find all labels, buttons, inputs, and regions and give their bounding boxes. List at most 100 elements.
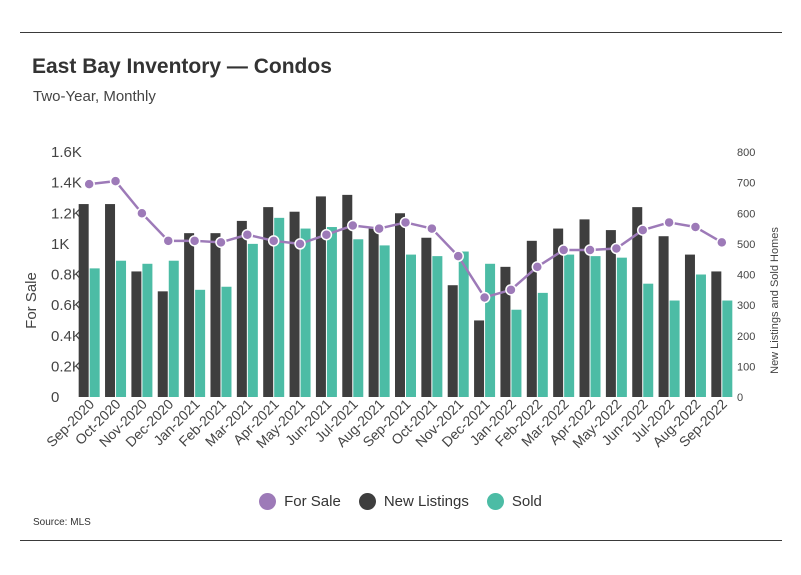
bar-new-listings — [78, 204, 89, 397]
bottom-rule — [20, 540, 782, 541]
y2-tick-label: 700 — [737, 178, 755, 190]
bar-sold — [116, 260, 127, 397]
legend-label-sold: Sold — [511, 492, 542, 510]
bar-sold — [142, 263, 153, 397]
bar-sold — [432, 256, 443, 397]
point-for-sale — [663, 216, 675, 229]
bar-sold — [379, 245, 390, 397]
point-for-sale — [241, 228, 254, 241]
bar-sold — [221, 286, 232, 397]
legend-item-sold: Sold — [486, 492, 542, 510]
bar-new-listings — [210, 233, 221, 397]
bar-sold — [326, 227, 337, 397]
y-tick-label: 0.4K — [51, 328, 82, 345]
bar-sold — [643, 283, 654, 397]
bar-new-listings — [368, 228, 379, 397]
point-for-sale — [557, 244, 570, 256]
point-for-sale — [215, 236, 227, 249]
point-for-sale — [373, 222, 385, 235]
bar-sold — [195, 289, 206, 397]
legend-swatch-sold — [486, 492, 504, 510]
bar-new-listings — [658, 236, 669, 397]
bar-new-listings — [157, 291, 168, 397]
bar-sold — [616, 257, 627, 397]
bar-sold — [695, 274, 706, 397]
bar-new-listings — [500, 266, 511, 397]
legend-swatch-for-sale — [259, 492, 277, 510]
y-tick-label: 1K — [51, 236, 69, 253]
bar-sold — [458, 251, 469, 397]
bar-sold — [89, 268, 100, 397]
point-for-sale — [505, 284, 517, 296]
bar-sold — [590, 256, 601, 397]
top-rule — [20, 32, 782, 33]
source-note: Source: MLS — [33, 517, 91, 528]
point-for-sale — [267, 235, 280, 247]
point-for-sale — [320, 228, 333, 241]
bar-new-listings — [474, 320, 485, 397]
y2-tick-label: 100 — [737, 361, 755, 373]
point-for-sale — [636, 224, 649, 236]
y-tick-label: 1.6K — [51, 144, 82, 161]
y2-tick-label: 200 — [737, 331, 755, 343]
bar-sold — [722, 300, 733, 397]
point-for-sale — [294, 238, 306, 250]
legend: For Sale New Listings Sold — [0, 490, 801, 512]
bar-new-listings — [526, 240, 537, 397]
point-for-sale — [188, 235, 201, 247]
point-for-sale — [83, 178, 95, 190]
point-for-sale — [426, 222, 438, 235]
y2-tick-label: 300 — [737, 300, 755, 312]
y-axis-label: For Sale — [23, 272, 40, 329]
bar-sold — [274, 217, 285, 397]
bar-new-listings — [342, 194, 353, 397]
bar-sold — [564, 254, 575, 397]
legend-label-for-sale: For Sale — [284, 492, 341, 510]
point-for-sale — [584, 244, 596, 256]
bar-sold — [406, 254, 416, 397]
y-tick-label: 0.8K — [51, 267, 82, 284]
y2-tick-label: 400 — [737, 270, 755, 282]
chart-subtitle: Two-Year, Monthly — [33, 88, 156, 105]
point-for-sale — [109, 175, 122, 187]
bar-new-listings — [236, 220, 247, 397]
y2-axis-label: New Listings and Sold Homes — [769, 227, 781, 374]
legend-item-for-sale: For Sale — [259, 492, 341, 510]
point-for-sale — [478, 291, 491, 304]
point-for-sale — [610, 242, 623, 255]
point-for-sale — [689, 221, 702, 233]
y2-tick-label: 0 — [737, 392, 743, 404]
bar-sold — [485, 263, 496, 397]
y-tick-label: 0 — [51, 389, 59, 406]
y2-tick-label: 500 — [737, 239, 755, 251]
chart-title: East Bay Inventory — Condos — [32, 55, 332, 78]
bar-new-listings — [553, 228, 564, 397]
bar-sold — [353, 239, 364, 397]
bar-sold — [168, 260, 179, 397]
bar-new-listings — [632, 207, 643, 397]
point-for-sale — [531, 261, 544, 273]
bar-new-listings — [315, 196, 326, 397]
legend-label-new-listings: New Listings — [383, 492, 469, 510]
bar-new-listings — [447, 285, 458, 397]
bar-sold — [669, 300, 680, 397]
legend-item-new-listings: New Listings — [358, 492, 469, 510]
bar-sold — [537, 292, 548, 397]
bar-new-listings — [131, 271, 142, 397]
bar-sold — [300, 228, 311, 397]
bar-new-listings — [579, 219, 590, 397]
bar-new-listings — [105, 204, 116, 397]
y-tick-label: 1.2K — [51, 205, 82, 222]
bar-new-listings — [289, 211, 300, 397]
bar-new-listings — [184, 233, 195, 397]
bar-new-listings — [684, 254, 695, 397]
point-for-sale — [136, 207, 148, 219]
point-for-sale — [347, 219, 359, 232]
bar-new-listings — [605, 230, 616, 397]
y-tick-label: 1.4K — [51, 175, 82, 192]
bar-new-listings — [711, 271, 722, 397]
bar-new-listings — [421, 237, 432, 397]
line-for-sale — [89, 179, 723, 299]
bar-sold — [247, 243, 258, 397]
